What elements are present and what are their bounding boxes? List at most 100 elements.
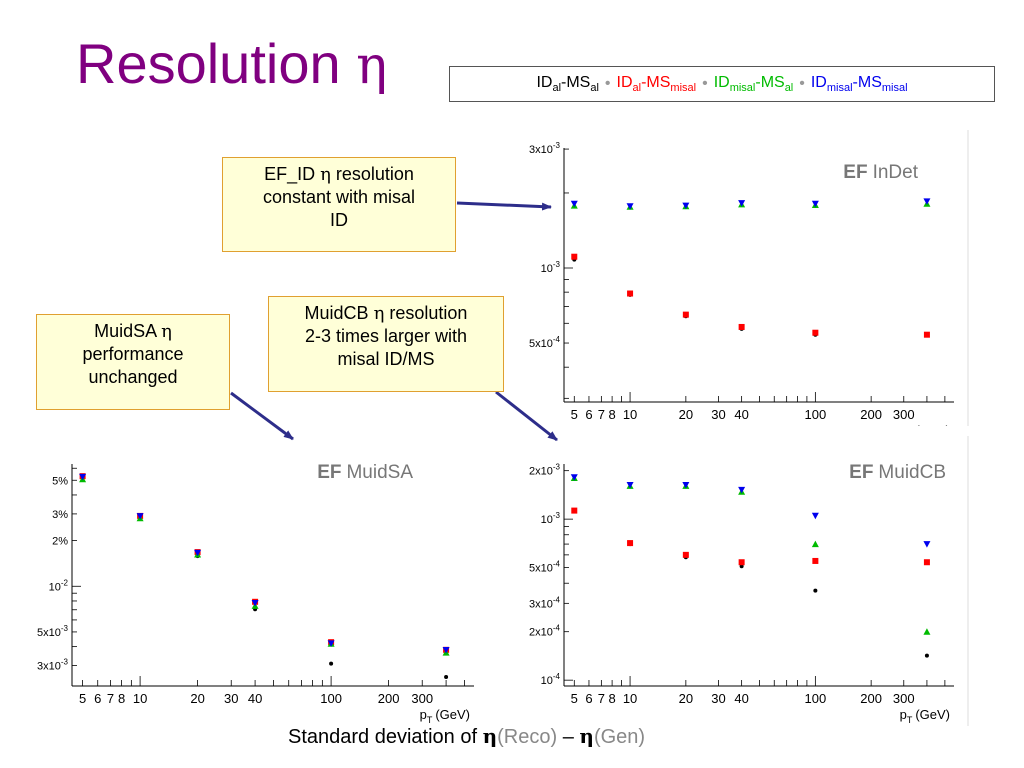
y-tick-label: 10-2 — [49, 578, 69, 593]
x-tick-label: 6 — [94, 691, 101, 706]
data-point — [329, 661, 334, 666]
y-tick-label: 10-3 — [541, 260, 561, 275]
data-point — [811, 200, 819, 208]
x-tick-label: 200 — [860, 407, 882, 422]
data-point — [627, 540, 634, 547]
x-tick-label: 300 — [893, 691, 915, 706]
x-tick-label: 100 — [805, 691, 827, 706]
data-point — [682, 481, 690, 489]
x-axis-title: pT(GeV) — [900, 707, 950, 725]
data-point — [327, 640, 335, 647]
x-tick-label: 30 — [711, 691, 725, 706]
y-tick-label: 5% — [52, 475, 68, 487]
chart-title: EF MuidSA — [317, 462, 413, 483]
x-tick-label: 20 — [190, 691, 204, 706]
y-tick-label: 5x10-4 — [529, 560, 561, 575]
data-point — [570, 200, 578, 208]
x-tick-label: 8 — [608, 691, 615, 706]
x-tick-label: 8 — [118, 691, 125, 706]
x-axis-title: pT(GeV) — [900, 423, 950, 426]
x-tick-label: 6 — [585, 407, 592, 422]
x-tick-label: 300 — [411, 691, 433, 706]
data-point — [627, 290, 634, 297]
data-point — [812, 329, 819, 336]
data-point — [813, 588, 818, 593]
data-point — [923, 559, 930, 566]
x-tick-label: 20 — [679, 691, 693, 706]
arrow-ef-id — [456, 201, 552, 211]
note-muidcb: MuidCB η resolution 2-3 times larger wit… — [268, 296, 504, 392]
y-tick-label: 5x10-4 — [529, 335, 561, 350]
y-tick-label: 3x10-3 — [529, 141, 561, 156]
data-point — [79, 473, 87, 481]
chart-title: EF MuidCB — [849, 462, 946, 483]
data-point — [682, 551, 689, 558]
x-tick-label: 40 — [734, 691, 748, 706]
legend-separator: • — [799, 75, 805, 92]
y-tick-label: 2x10-4 — [529, 624, 561, 639]
data-point — [923, 198, 931, 205]
y-tick-label: 10-3 — [541, 511, 561, 526]
data-point — [811, 540, 819, 548]
data-point — [444, 675, 449, 680]
data-point — [682, 202, 690, 210]
y-tick-label: 3% — [52, 509, 68, 521]
data-point — [738, 486, 746, 494]
footer-caption: Standard deviation of η(Reco) – η(Gen) — [288, 724, 646, 748]
arrow-muidsa — [230, 391, 294, 441]
x-tick-label: 5 — [571, 407, 578, 422]
x-tick-label: 200 — [860, 691, 882, 706]
x-tick-label: 40 — [734, 407, 748, 422]
x-tick-label: 10 — [623, 407, 637, 422]
x-tick-label: 10 — [623, 691, 637, 706]
chart-ef-muidcb: 2x10-3 10-3 5x10-4 3x10-4 2x10-4 10-4 5 6 7 8 10 20… — [508, 436, 986, 726]
data-point — [923, 628, 931, 635]
data-point — [738, 559, 745, 566]
y-tick-label: 3x10-3 — [37, 658, 69, 673]
arrow-muidcb — [495, 390, 558, 442]
legend-entry-3: IDmisal-MSmisal — [810, 73, 908, 95]
x-tick-label: 20 — [679, 407, 693, 422]
data-point — [811, 512, 819, 520]
slide-title: Resolution η — [76, 36, 387, 93]
legend-entry-2: IDmisal-MSal — [713, 73, 794, 95]
x-tick-label: 200 — [378, 691, 400, 706]
legend-separator: • — [702, 75, 708, 92]
data-point — [626, 481, 634, 489]
note-muidsa: MuidSA η performance unchanged — [36, 314, 230, 410]
title-text: Resolution — [76, 32, 341, 95]
chart-title: EF InDet — [843, 162, 918, 183]
x-tick-label: 7 — [107, 691, 114, 706]
chart-ef-muidsa: 5% 3% 2% 10-2 5x10-3 3x10-3 5 6 7 8 10 20 30 40 100 200… — [8, 436, 478, 726]
legend: IDal-MSal • IDal-MSmisal • IDmisal-MSal … — [449, 66, 995, 102]
data-point — [923, 331, 930, 338]
x-tick-label: 30 — [711, 407, 725, 422]
y-tick-label: 2% — [52, 536, 68, 548]
data-point — [194, 549, 202, 557]
x-tick-label: 30 — [224, 691, 238, 706]
y-tick-label: 2x10-3 — [529, 463, 561, 478]
x-tick-label: 5 — [79, 691, 86, 706]
x-tick-label: 100 — [320, 691, 342, 706]
title-eta-symbol: η — [356, 36, 388, 96]
x-tick-label: 5 — [571, 691, 578, 706]
data-point — [923, 541, 931, 548]
x-tick-label: 100 — [805, 407, 827, 422]
x-tick-label: 6 — [585, 691, 592, 706]
data-point — [251, 600, 259, 607]
x-axis-title: pT(GeV) — [420, 707, 470, 725]
chart-svg: 5% 3% 2% 10-2 5x10-3 3x10-3 5 6 7 8 10 20 30 40 100 200… — [37, 462, 474, 725]
x-tick-label: 10 — [133, 691, 147, 706]
data-point — [738, 200, 746, 207]
note-ef-id: EF_ID η resolution constant with misal I… — [222, 157, 456, 252]
x-tick-label: 300 — [893, 407, 915, 422]
x-tick-label: 8 — [608, 407, 615, 422]
data-point — [442, 647, 450, 654]
data-point — [626, 203, 634, 210]
data-point — [924, 653, 929, 658]
x-tick-label: 7 — [598, 691, 605, 706]
data-point — [570, 474, 578, 481]
